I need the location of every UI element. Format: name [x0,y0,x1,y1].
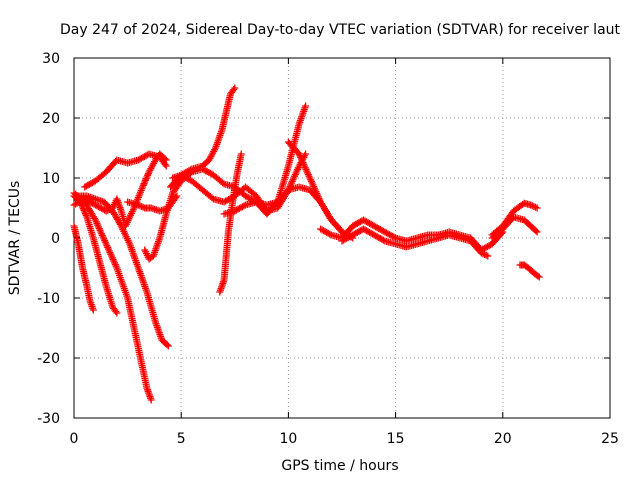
series-sat-s [516,261,543,281]
series-sat-i [166,84,239,191]
data-point [230,86,238,93]
data-point [140,180,148,188]
data-point [534,272,542,280]
x-tick-label: 15 [387,431,405,447]
data-point [237,150,245,158]
data-point [533,204,541,212]
data-point [141,178,149,186]
data-point [302,102,310,110]
data-point [186,166,194,174]
data-point [528,202,536,210]
data-point [102,207,110,215]
x-tick-label: 5 [177,431,186,447]
data-point [251,197,259,205]
data-point [482,251,490,259]
x-tick-label: 10 [279,431,297,447]
series-sat-n [284,138,357,242]
y-tick-label: 30 [42,51,60,67]
axis-ticks [73,57,611,419]
data-point [112,308,120,315]
data-point [144,170,152,178]
data-point [136,202,144,210]
data-point [164,342,172,350]
data-point [134,201,142,209]
y-tick-label: 0 [51,231,60,247]
data-point [172,194,180,201]
data-point [379,236,387,244]
data-point [81,208,89,216]
data-point [113,309,121,317]
x-axis-label: GPS time / hours [281,458,398,474]
data-point [484,252,492,260]
data-point [139,181,147,189]
data-point [105,206,113,213]
data-point [147,396,155,404]
tick-labels: 0 5 10 15 20 25 -30 -20 -10 0 10 20 30 [37,51,619,447]
data-point [104,206,112,214]
y-axis-label: SDTVAR / TECUs [7,181,23,296]
data-point [161,161,169,168]
data-point [82,211,90,219]
data-point [141,176,149,184]
data-point [144,171,152,179]
data-point [531,203,539,211]
y-tick-label: 10 [42,171,60,187]
y-tick-label: -10 [37,291,60,307]
data-point [530,203,538,210]
series-sat-p [338,225,492,260]
data-marks [70,84,543,404]
series-sat-k [216,150,245,296]
data-point [142,175,150,183]
data-point [81,210,89,218]
x-tick-label: 0 [70,431,79,447]
data-point [173,192,181,200]
data-point [231,84,239,92]
y-tick-label: -20 [37,351,60,367]
data-point [326,230,334,238]
data-point [138,203,146,210]
data-point [302,150,310,158]
series-sat-a [70,222,97,314]
data-point [532,227,540,235]
data-point [533,228,541,236]
data-point [143,173,151,181]
data-point [477,249,485,257]
x-tick-label: 25 [601,431,619,447]
data-point [89,306,97,314]
data-point [535,273,543,281]
data-point [240,202,248,210]
data-point [527,201,535,209]
series-sat-r [488,213,541,242]
data-point [162,162,170,170]
data-point [163,341,171,349]
series-sat-f [81,150,170,191]
y-tick-label: -30 [37,411,60,427]
data-point [139,183,147,191]
data-point [479,250,487,258]
chart-title: Day 247 of 2024, Sidereal Day-to-day VTE… [60,22,621,38]
series-sat-c [70,189,155,404]
series-sat-m [242,183,344,233]
x-tick-label: 20 [494,431,512,447]
data-point [390,233,398,241]
data-point [139,203,147,211]
data-point [481,251,489,258]
y-tick-label: 20 [42,111,60,127]
